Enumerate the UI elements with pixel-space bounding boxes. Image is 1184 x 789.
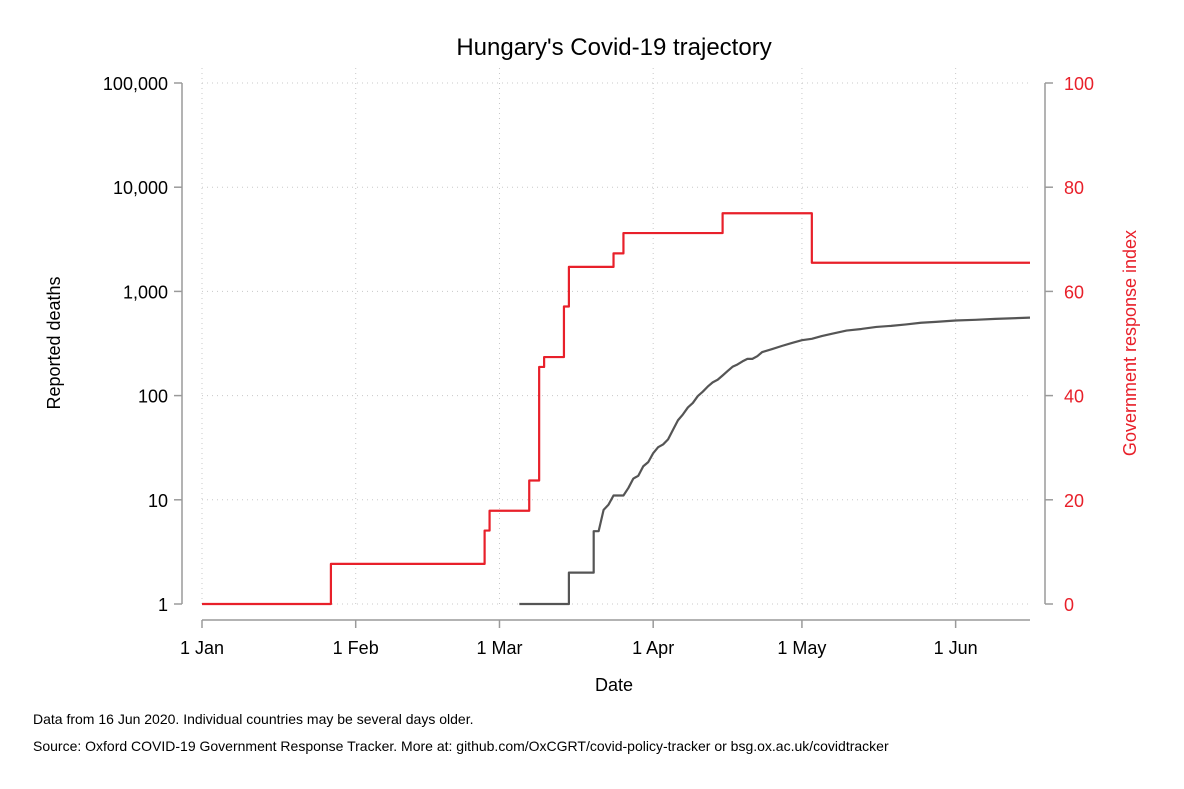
x-tick-label: 1 Feb: [333, 638, 379, 658]
left-y-tick-label: 1,000: [123, 282, 168, 302]
chart-title: Hungary's Covid-19 trajectory: [456, 34, 771, 61]
x-axis-label: Date: [595, 675, 633, 695]
x-tick-label: 1 Jun: [934, 638, 978, 658]
right-y-tick-label: 80: [1064, 178, 1084, 198]
response-index-series-line: [202, 212, 1030, 606]
data-date-note: Data from 16 Jun 2020. Individual countr…: [33, 711, 474, 727]
deaths-series-line: [519, 316, 1031, 606]
source-note: Source: Oxford COVID-19 Government Respo…: [33, 738, 889, 754]
right-y-tick-label: 20: [1064, 491, 1084, 511]
right-y-axis-label: Government response index: [1120, 230, 1140, 456]
axes: 1 10 100 1,000 10,000 100,000 0 20 40 60 80 100 1 Ja…: [103, 74, 1094, 658]
right-y-tick-label: 40: [1064, 387, 1084, 407]
x-tick-label: 1 Apr: [632, 638, 674, 658]
x-tick-label: 1 Mar: [476, 638, 522, 658]
left-y-tick-label: 100: [138, 387, 168, 407]
left-y-tick-label: 10,000: [113, 178, 168, 198]
right-y-tick-label: 60: [1064, 282, 1084, 302]
series-layer: [202, 212, 1031, 606]
x-tick-label: 1 May: [777, 638, 826, 658]
grid-lines: [201, 68, 1030, 605]
left-y-tick-label: 1: [158, 595, 168, 615]
left-y-axis-label: Reported deaths: [44, 276, 64, 409]
right-y-tick-label: 100: [1064, 74, 1094, 94]
x-tick-label: 1 Jan: [180, 638, 224, 658]
left-y-tick-label: 100,000: [103, 74, 168, 94]
right-y-tick-label: 0: [1064, 595, 1074, 615]
left-y-tick-label: 10: [148, 491, 168, 511]
